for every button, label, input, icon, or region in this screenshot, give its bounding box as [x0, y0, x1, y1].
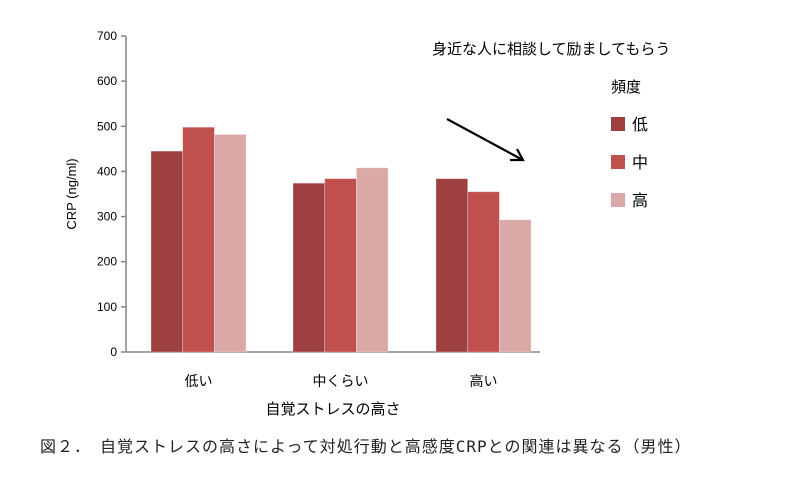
- x-axis-label: 自覚ストレスの高さ: [265, 400, 400, 418]
- y-tick-label: 700: [97, 29, 117, 43]
- legend-swatch-1: [611, 155, 625, 169]
- bar-0-0: [150, 150, 184, 353]
- downward-trend-arrow-icon: [446, 118, 522, 160]
- legend-label-1: 中: [632, 153, 648, 172]
- y-tick-label: 500: [97, 119, 117, 133]
- arrow-head-icon: [510, 148, 525, 162]
- bar-2-1: [355, 167, 389, 353]
- x-tick-label: 高い: [470, 373, 498, 390]
- legend-swatch-0: [611, 117, 625, 131]
- bar-1-0: [182, 126, 215, 353]
- y-tick-label: 100: [97, 300, 117, 314]
- y-tick-label: 400: [97, 164, 117, 178]
- figure-caption: 図２． 自覚ストレスの高さによって対処行動と高感度CRPとの関連は異なる（男性）: [40, 437, 692, 456]
- bar-2-0: [213, 134, 247, 353]
- annotation-text: 身近な人に相談して励ましてもらう: [432, 40, 670, 58]
- x-tick-label: 中くらい: [313, 374, 369, 390]
- bar-1-1: [324, 178, 357, 353]
- legend-swatch-2: [611, 193, 625, 207]
- bar-0-1: [292, 182, 326, 353]
- bar-0-2: [435, 178, 469, 353]
- legend-label-0: 低: [632, 115, 648, 134]
- y-axis-label: CRP (ng/ml): [64, 158, 79, 229]
- y-tick-label: 200: [97, 255, 117, 269]
- legend-title: 頻度: [611, 78, 641, 96]
- y-tick-label: 300: [97, 210, 117, 224]
- bar-2-2: [498, 219, 532, 353]
- y-tick-label: 600: [97, 74, 117, 88]
- legend-label-2: 高: [632, 191, 648, 210]
- bar-1-2: [467, 191, 500, 353]
- x-tick-label: 低い: [185, 374, 213, 390]
- y-tick-label: 0: [110, 345, 117, 359]
